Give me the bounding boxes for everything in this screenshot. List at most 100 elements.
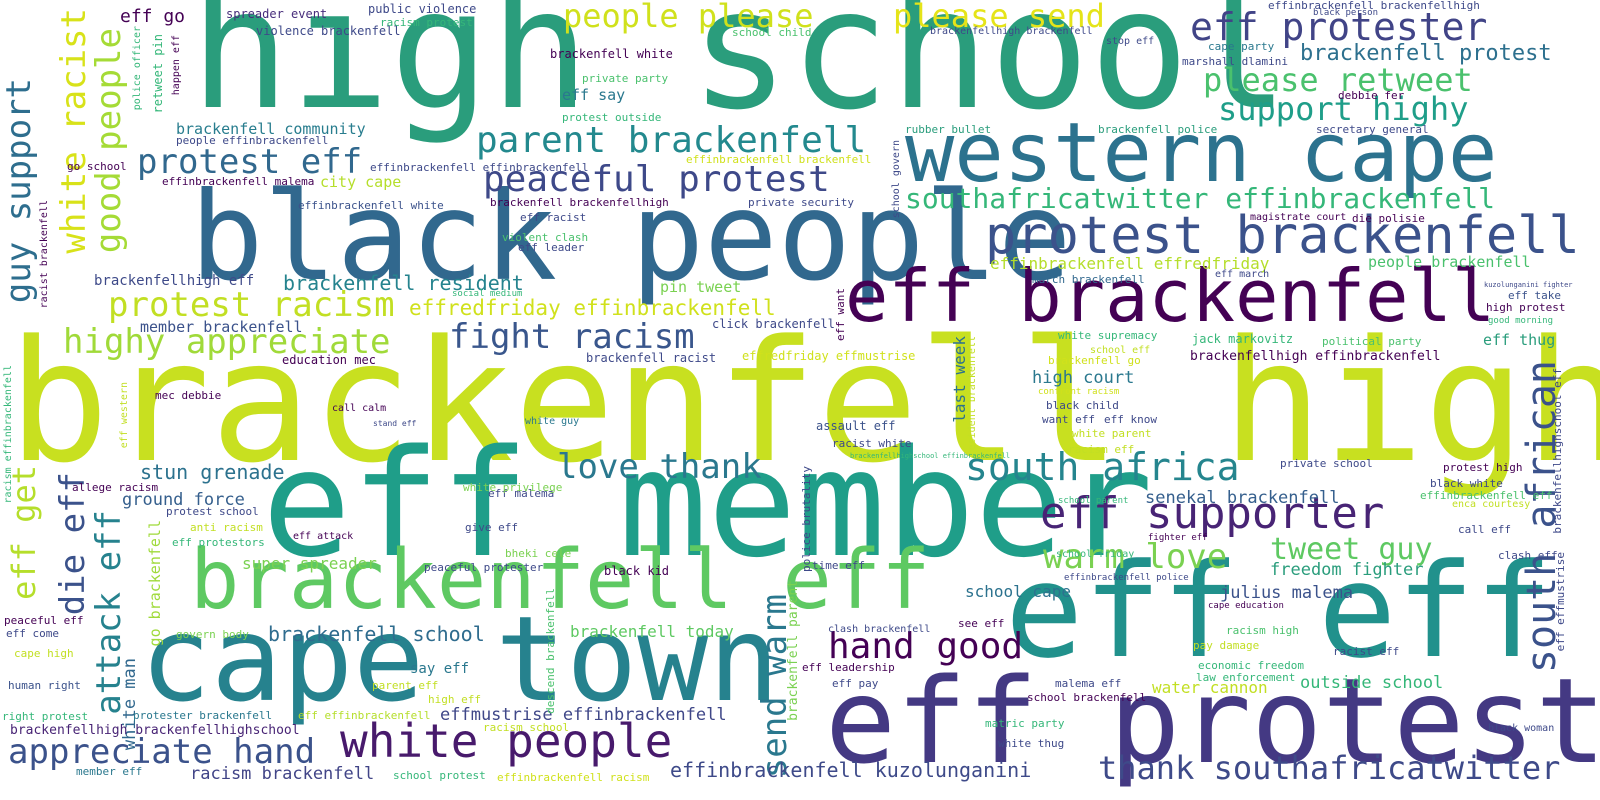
phrase: effmustrise effinbrackenfell — [440, 705, 727, 725]
phrase: effinbrackenfell brackenfell — [686, 153, 872, 166]
phrase: racism school — [483, 721, 570, 734]
phrase: stun grenade — [140, 460, 285, 484]
phrase: effinbrackenfell effredfriday — [990, 254, 1270, 273]
phrase: law enforcement — [1196, 671, 1296, 684]
phrase: white guy — [525, 416, 580, 427]
phrase: debbie fer — [1338, 89, 1405, 102]
phrase: economic freedom — [1198, 659, 1304, 672]
phrase: effinbrackenfell malema — [162, 175, 315, 188]
phrase-vertical: eff western — [119, 382, 130, 449]
phrase: black kid — [604, 564, 670, 578]
phrase: effinbrackenfell police — [1064, 573, 1189, 583]
phrase: see eff — [958, 617, 1005, 630]
phrase: clash eff — [1498, 549, 1558, 562]
phrase: brackenfell community — [176, 120, 366, 138]
phrase: protester brackenfell — [133, 709, 273, 722]
phrase: racism protest — [380, 16, 473, 29]
phrase: eff say — [562, 86, 626, 104]
phrase: school eff — [1090, 345, 1151, 356]
phrase: right protest — [2, 710, 89, 723]
phrase: mec debbie — [155, 389, 222, 402]
phrase: effinbrackenfell brackenfellhigh — [1268, 0, 1480, 12]
phrase: appreciate hand — [8, 732, 316, 772]
phrase: clash brackenfell — [828, 624, 931, 635]
phrase: parent brackenfell — [476, 120, 867, 161]
phrase-vertical: retweet pin — [151, 34, 165, 114]
phrase-vertical: brackenfell parent — [786, 580, 801, 721]
phrase: cape town — [140, 590, 780, 728]
phrase: school child — [732, 26, 812, 39]
phrase: brackenfell eff — [190, 533, 931, 628]
phrase: click brackenfell — [712, 317, 835, 331]
phrase: go school — [67, 160, 127, 173]
phrase: violent clash — [502, 231, 589, 244]
phrase: brackenfell brackenfellhigh — [490, 196, 669, 209]
phrase: racism brackenfell — [190, 764, 375, 784]
phrase: outside school — [1300, 673, 1444, 693]
phrase: protest high — [1443, 461, 1523, 474]
phrase: rubber bullet — [905, 123, 992, 136]
phrase: effinbrackenfell effinbrackenfell — [370, 161, 589, 174]
phrase: eff malema — [488, 487, 555, 500]
phrase: tweet guy — [1270, 532, 1433, 567]
phrase: white supremacy — [1058, 329, 1158, 342]
phrase: enca courtesy — [1452, 499, 1531, 510]
phrase: please retweet — [1203, 61, 1473, 99]
phrase: people please — [563, 0, 814, 35]
phrase: effinbrackenfell kuzolunganini — [670, 758, 1032, 782]
phrase: kuzolunganini fighter — [1484, 281, 1573, 289]
phrase: assault eff — [816, 419, 896, 433]
phrase: high court — [1032, 368, 1135, 388]
phrase: school cape — [965, 582, 1071, 601]
phrase: high eff — [428, 693, 481, 706]
phrase: marshall dlamini — [1182, 55, 1288, 68]
phrase: human right — [8, 679, 81, 692]
phrase: brackenfell resident — [283, 271, 524, 295]
phrase: eff attack — [293, 531, 354, 542]
phrase: racism high — [1226, 624, 1299, 637]
phrase: brackenfellhighschool effinbrackenfell — [850, 452, 1011, 460]
phrase: eff protester — [1190, 5, 1488, 49]
phrase: thank southafricatwitter — [1098, 749, 1561, 787]
phrase-vertical: police brutality — [800, 466, 813, 572]
phrase: stand eff — [373, 419, 417, 428]
phrase: support highy — [1218, 90, 1469, 128]
phrase: member eff — [76, 765, 143, 778]
phrase-vertical: racist brackenfell — [39, 200, 50, 309]
phrase: effinbrackenfell eff — [1420, 489, 1553, 502]
phrase: stop eff — [1106, 36, 1155, 47]
phrase: private party — [582, 72, 669, 85]
phrase: racist white — [832, 437, 912, 450]
phrase: bheki cele — [505, 547, 572, 560]
phrase: magistrate court — [1250, 212, 1347, 223]
phrase: eff go — [120, 6, 186, 27]
phrase: julius malema — [1220, 583, 1354, 603]
phrase: govern body — [176, 628, 249, 641]
phrase: spreader event — [226, 7, 328, 21]
phrase: effredfriday effmustrise — [742, 349, 916, 363]
phrase: member brackenfell — [140, 318, 303, 336]
phrase: brackenfellhigh effinbrackenfell — [1190, 349, 1441, 364]
phrase: racism eff — [1068, 443, 1135, 456]
phrase: please send — [893, 0, 1105, 35]
phrase: freedom fighter — [1270, 560, 1424, 580]
phrase: give eff — [465, 521, 518, 534]
phrase: violence brackenfell — [256, 24, 401, 38]
phrase: want eff — [1042, 413, 1095, 426]
phrase: love thank — [557, 447, 762, 487]
phrase-vertical: school govern — [891, 140, 902, 219]
phrase: ground force — [122, 490, 245, 510]
phrase: white thug — [998, 737, 1065, 750]
phrase: school parent — [1058, 496, 1129, 506]
phrase: brackenfellhigh brackenfellhighschool — [10, 723, 300, 738]
phrase: school protest — [393, 769, 486, 782]
phrase: effinbrackenfell white — [298, 199, 444, 212]
phrase: secretary general — [1316, 123, 1429, 136]
phrase: highy appreciate — [63, 322, 391, 362]
phrase: brackenfell protest — [1300, 41, 1552, 66]
phrase: social medium — [452, 289, 523, 299]
phrase: black people — [190, 166, 1072, 308]
phrase: eff come — [6, 627, 59, 640]
phrase: political party — [1322, 335, 1422, 348]
